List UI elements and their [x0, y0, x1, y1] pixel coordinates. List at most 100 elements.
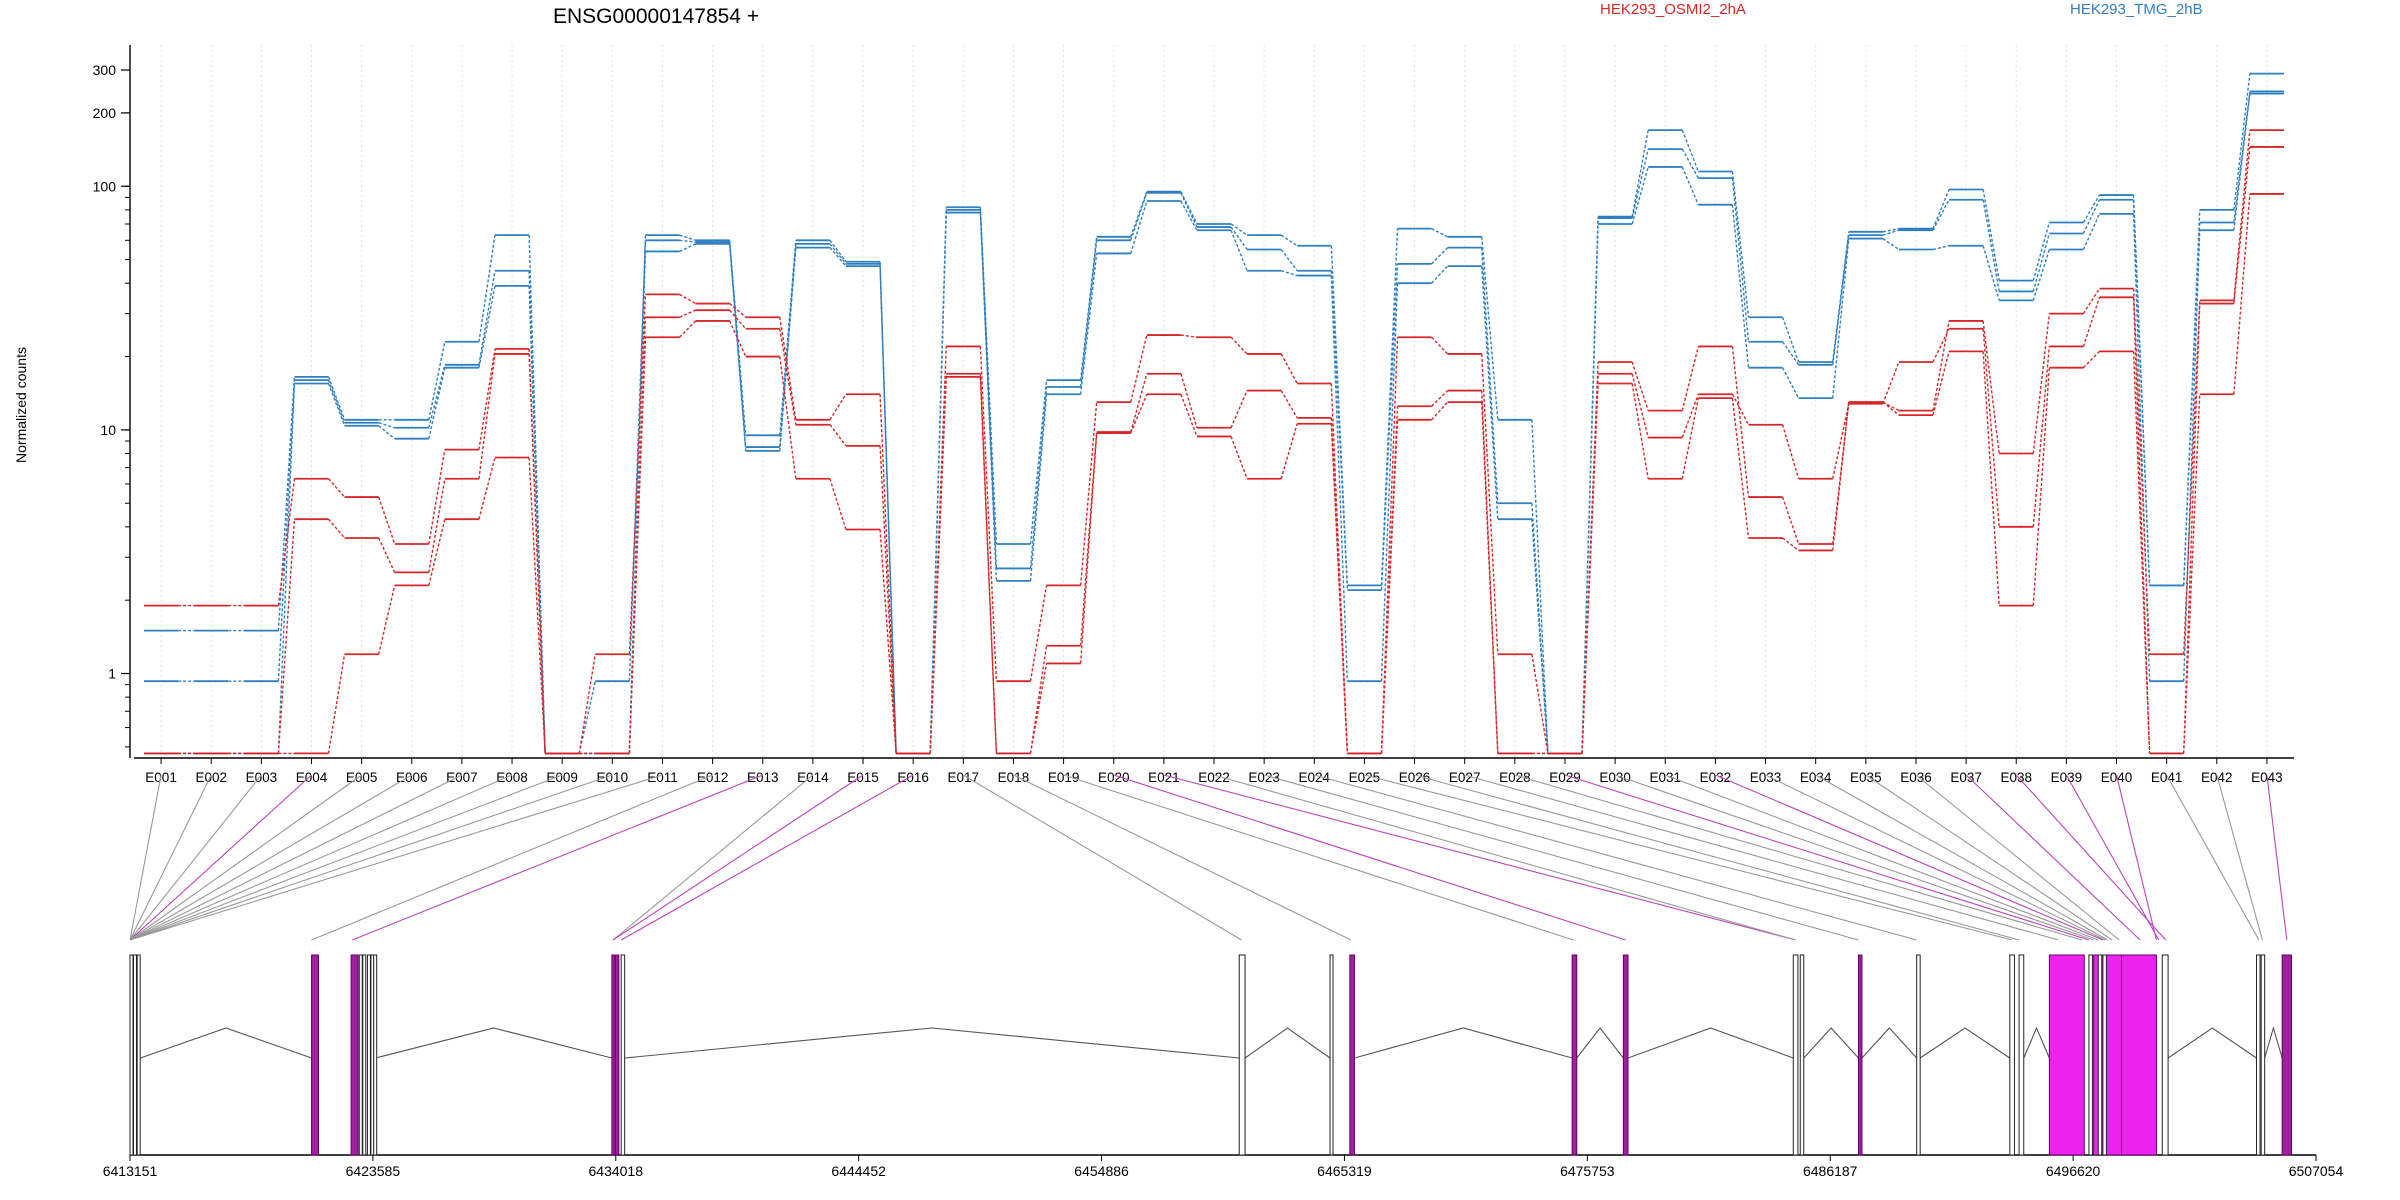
exon-connector — [129, 774, 212, 941]
series-transition — [879, 445, 897, 754]
series-transition — [1380, 337, 1399, 754]
x-tick-label: E042 — [2201, 770, 2233, 785]
series-transition — [1431, 401, 1449, 421]
exon-box — [129, 954, 134, 1156]
x-tick-label: E039 — [2051, 770, 2083, 785]
series-transition — [2032, 233, 2050, 292]
series-transition — [1079, 433, 1098, 664]
series-transition — [1280, 423, 1298, 479]
exon-connector — [1815, 774, 2108, 941]
exon-box — [620, 954, 626, 1156]
exon-connector — [620, 774, 914, 941]
series-transition — [1130, 373, 1148, 433]
series-transition — [478, 348, 496, 450]
series-transition — [1781, 316, 1800, 363]
series-line-group — [144, 92, 2284, 755]
coordinate-label: 6465319 — [1317, 1163, 1372, 1179]
intron-caret — [375, 1027, 612, 1059]
exon-box — [311, 954, 320, 1156]
series-transition — [1681, 346, 1700, 411]
series-transition — [1330, 423, 1349, 754]
series-transition — [2032, 346, 2051, 527]
series-transition — [1882, 229, 1900, 236]
series-transition — [1079, 402, 1098, 586]
exon-connector — [2216, 774, 2263, 941]
y-tick-label: 1 — [108, 666, 116, 682]
coordinate-label: 6444452 — [831, 1163, 886, 1179]
series-transition — [1581, 383, 1599, 754]
series-transition — [578, 654, 596, 754]
x-tick-label: E028 — [1499, 770, 1531, 785]
series-transition — [1982, 351, 2000, 606]
series-transition — [478, 270, 496, 365]
series-transition — [1380, 228, 1399, 586]
series-transition — [1982, 320, 2000, 454]
series-transition — [1982, 245, 2000, 301]
series-transition — [879, 529, 897, 754]
coordinate-label: 6423585 — [346, 1163, 401, 1179]
exon-box — [362, 954, 367, 1156]
series-transition — [1431, 390, 1449, 407]
exon-connector — [2266, 774, 2288, 941]
exon-box — [373, 954, 378, 1156]
series-transition — [1731, 171, 1750, 318]
x-tick-label: E019 — [1048, 770, 1080, 785]
exon-connector — [1564, 774, 2090, 941]
coordinate-label: 6475753 — [1560, 1163, 1615, 1179]
series-transition — [1029, 645, 1048, 754]
series-transition — [428, 449, 446, 545]
series-transition — [1280, 234, 1298, 247]
x-tick-label: E022 — [1198, 770, 1230, 785]
series-transition — [2132, 351, 2151, 754]
series-transition — [1029, 585, 1048, 682]
exon-connector — [1715, 774, 2104, 941]
series-transition — [2233, 93, 2251, 231]
exon-connector — [612, 774, 814, 941]
series-transition — [1982, 199, 2000, 292]
exon-connector — [2015, 774, 2167, 941]
series-transition — [1130, 192, 1148, 241]
series-transition — [1380, 263, 1399, 591]
series-transition — [1531, 654, 1549, 754]
legend-label-osmi2: HEK293_OSMI2_2hA — [1600, 1, 1746, 18]
series-transition — [1731, 346, 1750, 498]
exon-box — [350, 954, 359, 1156]
exon-connector — [1163, 774, 1796, 941]
exon-connector — [2065, 774, 2160, 941]
series-transition — [1581, 223, 1599, 754]
intron-caret — [1627, 1027, 1794, 1059]
series-transition — [1180, 200, 1198, 231]
series-transition — [378, 496, 396, 545]
exon-box — [132, 954, 137, 1156]
series-transition — [1882, 401, 1900, 416]
exon-connector — [1113, 774, 1626, 941]
exon-box — [2102, 954, 2107, 1156]
series-transition — [1079, 236, 1098, 381]
series-transition — [428, 519, 446, 586]
x-tick-label: E007 — [446, 770, 478, 785]
series-transition — [277, 478, 296, 606]
series-transition — [2082, 213, 2101, 250]
intron-caret — [2023, 1026, 2050, 1059]
series-transition — [628, 240, 647, 682]
x-tick-label: E032 — [1700, 770, 1732, 785]
series-transition — [729, 303, 747, 318]
series-transition — [277, 380, 296, 682]
coordinate-label: 6454886 — [1074, 1163, 1129, 1179]
series-transition — [1832, 235, 1850, 365]
series-transition — [2132, 199, 2151, 586]
series-transition — [979, 373, 998, 754]
intron-caret — [1919, 1027, 2011, 1059]
exon-box — [366, 954, 371, 1156]
exon-box — [2097, 954, 2103, 1156]
x-tick-label: E023 — [1248, 770, 1280, 785]
series-transition — [1681, 394, 1700, 438]
exon-connector — [1915, 774, 2120, 941]
series-transition — [729, 320, 747, 357]
x-tick-label: E009 — [546, 770, 578, 785]
exon-connector — [1865, 774, 2113, 941]
exon-box — [1571, 954, 1578, 1156]
series-transition — [1180, 394, 1198, 437]
series-transition — [428, 478, 446, 573]
